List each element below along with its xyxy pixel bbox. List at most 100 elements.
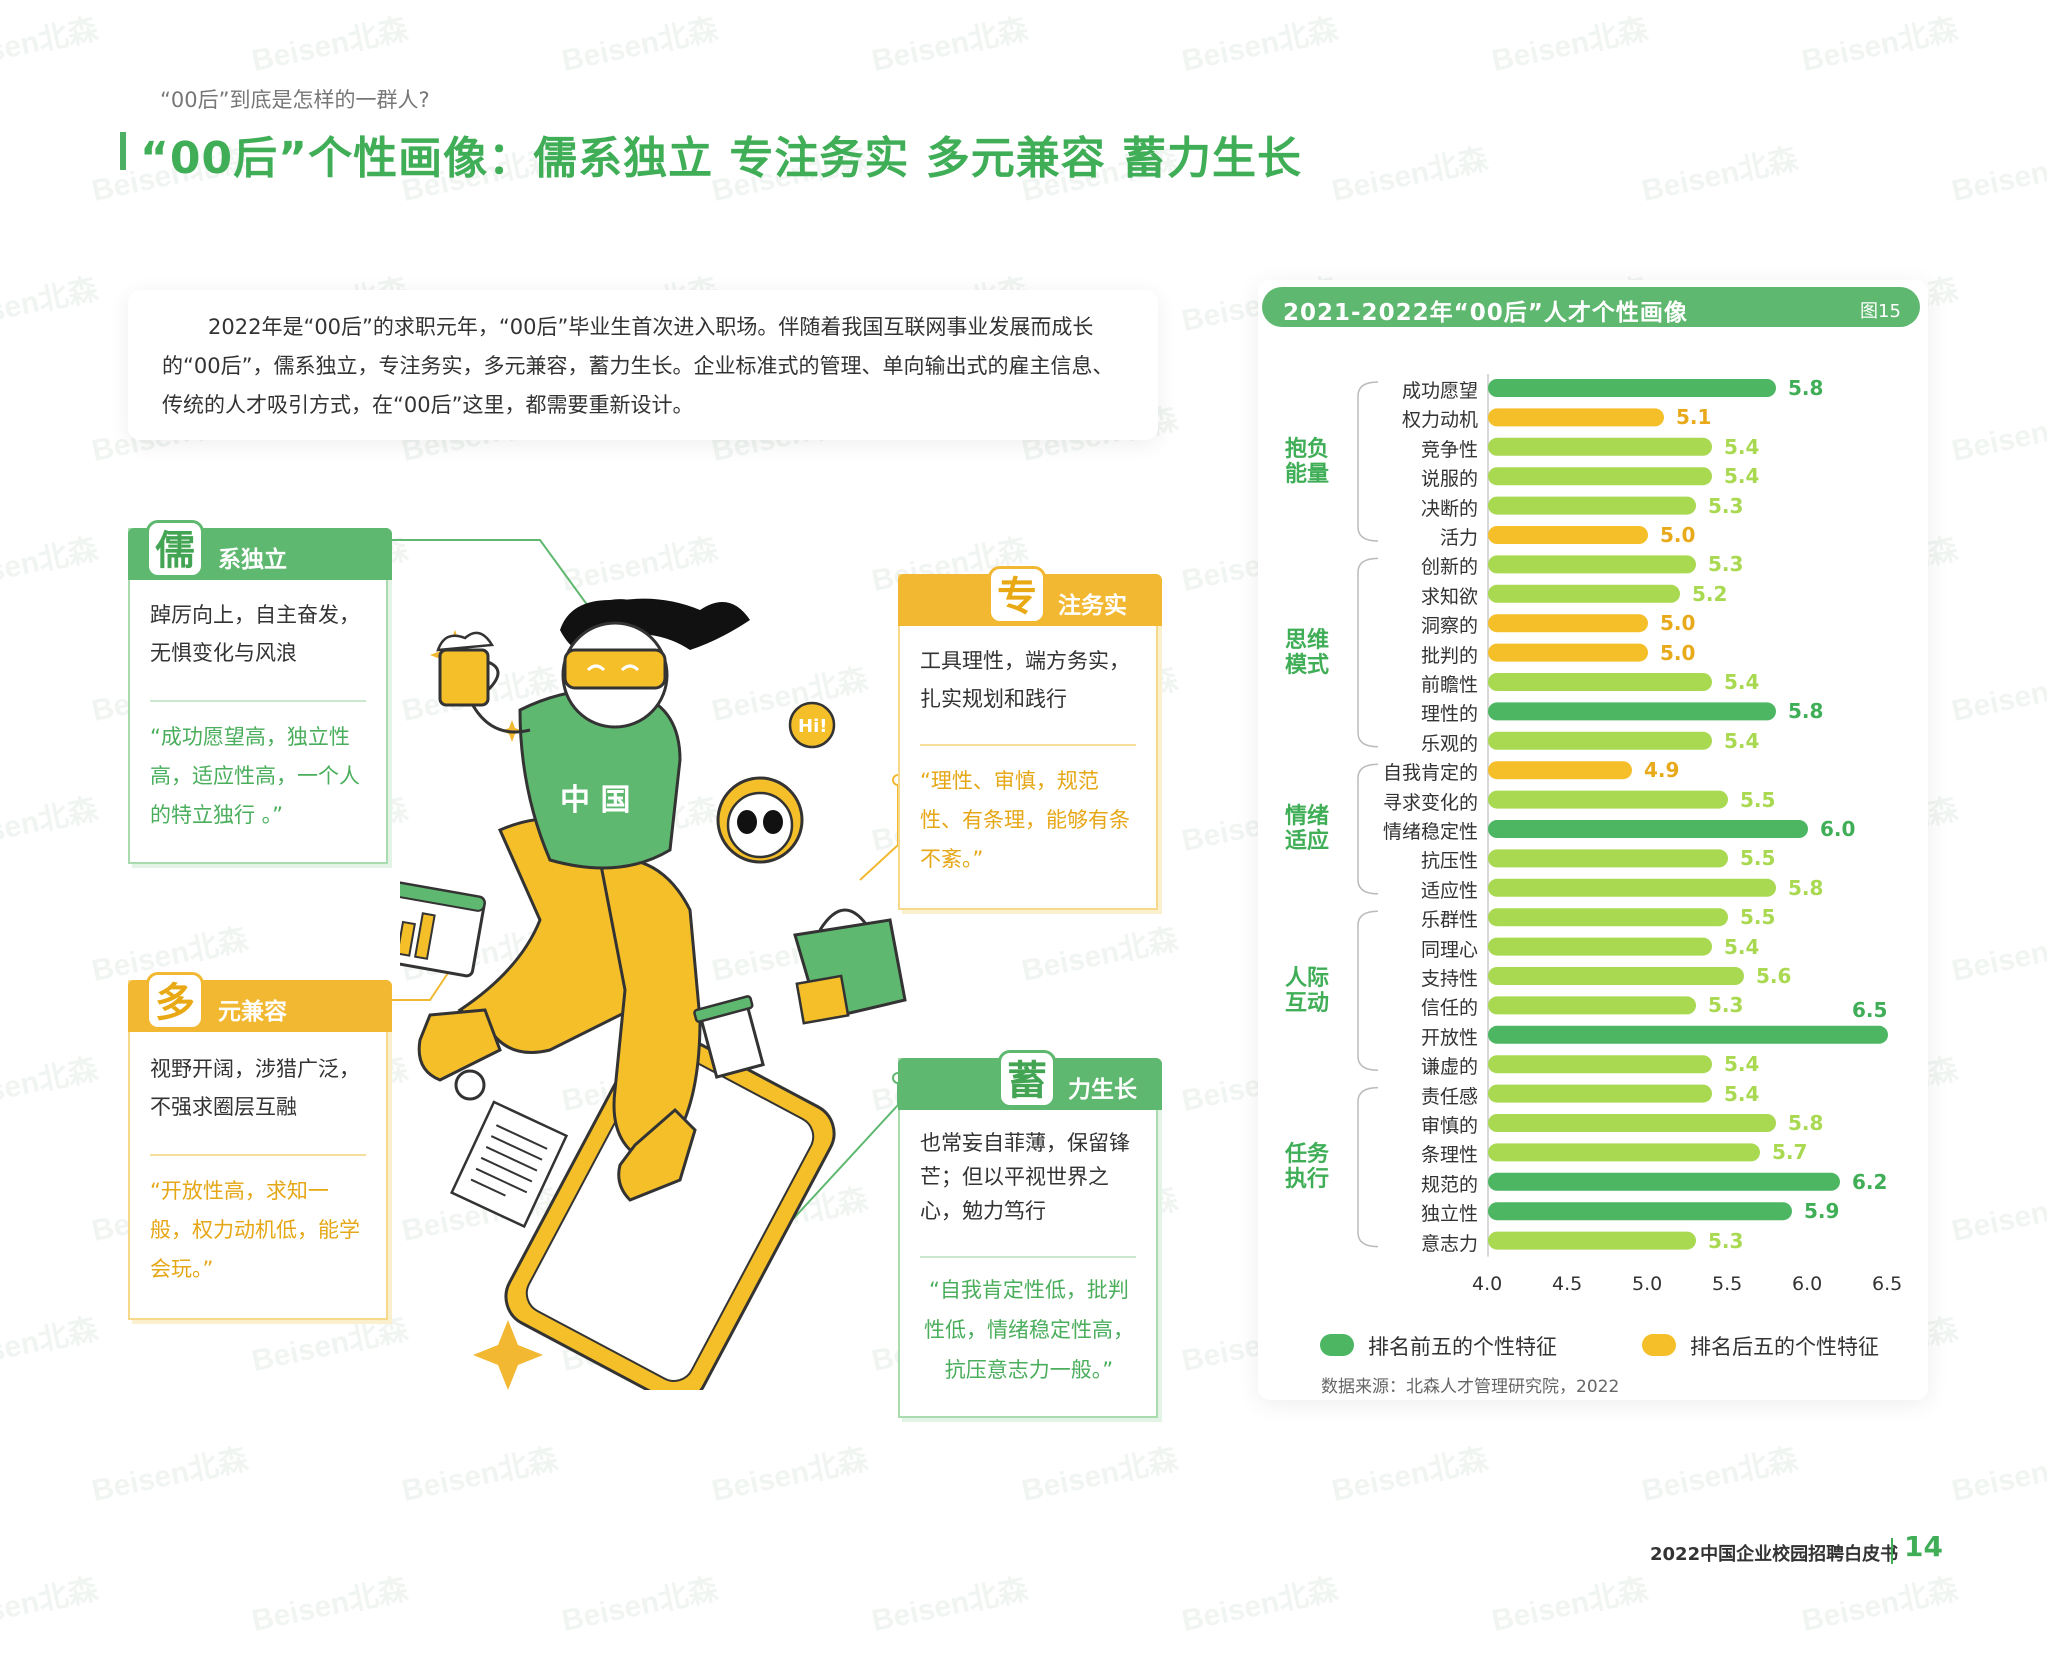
- x-tick-label: 6.5: [1872, 1273, 1903, 1295]
- card-description: 工具理性，端方务实，扎实规划和践行: [920, 649, 1130, 711]
- card-quote: “自我肯定性低，批判性低，情绪稳定性高，抗压意志力一般。”: [924, 1278, 1134, 1382]
- report-name: 2022中国企业校园招聘白皮书: [1650, 1544, 1899, 1565]
- legend-swatch: [1320, 1334, 1354, 1356]
- value-label: 5.9: [1804, 1199, 1840, 1224]
- bar: [1488, 555, 1696, 574]
- category-label: 开放性: [1420, 1026, 1478, 1049]
- bar: [1488, 761, 1632, 780]
- category-label: 成功愿望: [1401, 380, 1478, 402]
- value-label: 5.5: [1740, 846, 1776, 871]
- page-subtitle: “00后”到底是怎样的一群人?: [160, 88, 430, 112]
- divider: [920, 1256, 1136, 1258]
- bar: [1488, 790, 1728, 809]
- card-xu-growth: 蓄 力生长 也常妄自菲薄，保留锋芒；但以平视世界之心，勉力笃行 “自我肯定性低，…: [898, 1050, 1162, 1418]
- svg-text:Hi!: Hi!: [798, 716, 827, 737]
- divider: [920, 744, 1136, 746]
- data-source: 数据来源：北森人才管理研究院，2022: [1321, 1377, 1620, 1397]
- group-label: 任务 执行: [1285, 1142, 1330, 1193]
- card-duo-diverse: 多 元兼容 视野开阔，涉猎广泛，不强求圈层互融 “开放性高，求知一般，权力动机低…: [128, 972, 392, 1320]
- divider: [150, 700, 366, 702]
- card-header: 蓄 力生长: [898, 1050, 1162, 1110]
- chart-title: 2021-2022年“00后”人才个性画像: [1283, 300, 1688, 326]
- value-label: 5.0: [1660, 523, 1696, 547]
- card-title: 注务实: [1058, 593, 1127, 619]
- value-label: 4.9: [1644, 758, 1680, 783]
- card-quote: “理性、审慎，规范性、有条理，能够有条不紊。”: [920, 769, 1130, 871]
- value-label: 5.8: [1788, 1111, 1824, 1135]
- chart-header-bar: [1262, 287, 1920, 327]
- group-bracket: [1357, 763, 1379, 895]
- document-icon: [450, 1100, 569, 1229]
- value-label: 5.2: [1692, 581, 1728, 606]
- category-label: 审慎的: [1420, 1115, 1478, 1137]
- value-label: 5.8: [1788, 699, 1824, 724]
- shirt-text: 中 国: [560, 783, 630, 818]
- value-label: 5.4: [1724, 434, 1760, 459]
- bar: [1488, 1114, 1776, 1132]
- vr-glasses-icon: [563, 648, 667, 690]
- title-accent-bar: [120, 132, 126, 170]
- category-label: 竞争性: [1420, 438, 1478, 461]
- bar: [1488, 1143, 1760, 1162]
- hi-speech-bubble: Hi!: [788, 701, 836, 749]
- category-label: 条理性: [1420, 1144, 1478, 1167]
- card-description: 踔厉向上，自主奋发，无惧变化与风浪: [150, 603, 360, 665]
- bar: [1488, 1055, 1712, 1074]
- bar: [1488, 379, 1776, 397]
- card-quote: “开放性高，求知一般，权力动机低，能学会玩。”: [150, 1179, 360, 1281]
- value-label: 5.4: [1724, 1081, 1760, 1106]
- category-label: 自我肯定的: [1382, 762, 1478, 785]
- group-label: 情绪 适应: [1285, 804, 1330, 854]
- bag-icon: [793, 908, 907, 1025]
- x-tick-label: 5.5: [1712, 1273, 1743, 1295]
- bar: [1488, 496, 1696, 515]
- category-label: 理性的: [1420, 703, 1478, 726]
- value-label: 5.3: [1708, 493, 1744, 518]
- value-label: 6.5: [1852, 997, 1888, 1022]
- bar: [1488, 996, 1696, 1015]
- category-label: 说服的: [1420, 468, 1478, 491]
- legend-swatch: [1642, 1334, 1676, 1356]
- category-label: 求知欲: [1420, 585, 1478, 608]
- category-label: 支持性: [1420, 968, 1478, 990]
- card-header: 儒 系独立: [128, 520, 392, 580]
- intro-text: 2022年是“00后”的求职元年，“00后”毕业生首次进入职场。伴随着我国互联网…: [162, 315, 1114, 417]
- category-label: 适应性: [1420, 879, 1478, 902]
- group-bracket: [1357, 1086, 1379, 1248]
- category-label: 意志力: [1420, 1232, 1478, 1255]
- value-label: 5.1: [1676, 405, 1712, 430]
- category-label: 情绪稳定性: [1382, 821, 1478, 843]
- group-label: 人际 互动: [1285, 965, 1330, 1016]
- category-label: 乐观的: [1420, 732, 1478, 755]
- bar: [1488, 1202, 1792, 1221]
- group-bracket: [1357, 557, 1379, 748]
- category-label: 前瞻性: [1420, 674, 1478, 696]
- bar: [1488, 967, 1744, 985]
- x-tick-label: 4.0: [1472, 1273, 1503, 1295]
- bar: [1488, 731, 1712, 750]
- value-label: 5.0: [1660, 611, 1696, 636]
- bar: [1488, 1084, 1712, 1103]
- card-zhuan-pragmatic: 专 注务实 工具理性，端方务实，扎实规划和践行 “理性、审慎，规范性、有条理，能…: [898, 566, 1162, 910]
- category-label: 创新的: [1420, 556, 1478, 579]
- bar: [1488, 937, 1712, 956]
- value-label: 5.3: [1708, 993, 1744, 1018]
- page-title: “00后”个性画像：儒系独立 专注务实 多元兼容 蓄力生长: [140, 133, 1303, 184]
- category-label: 规范的: [1420, 1173, 1478, 1196]
- value-label: 5.5: [1740, 905, 1776, 930]
- bar: [1488, 643, 1648, 662]
- category-label: 同理心: [1420, 938, 1478, 961]
- category-label: 乐群性: [1420, 909, 1478, 932]
- bar: [1488, 1025, 1888, 1044]
- phone-icon: [504, 1026, 836, 1390]
- category-label: 寻求变化的: [1382, 791, 1478, 814]
- group-bracket: [1357, 910, 1379, 1071]
- card-title: 系独立: [218, 547, 287, 573]
- value-label: 5.3: [1708, 552, 1744, 577]
- bar: [1488, 467, 1712, 486]
- category-label: 独立性: [1420, 1203, 1478, 1226]
- intro-box: 2022年是“00后”的求职元年，“00后”毕业生首次进入职场。伴随着我国互联网…: [128, 290, 1158, 440]
- bar: [1488, 408, 1664, 427]
- value-label: 5.6: [1756, 964, 1792, 988]
- bar: [1488, 1231, 1696, 1250]
